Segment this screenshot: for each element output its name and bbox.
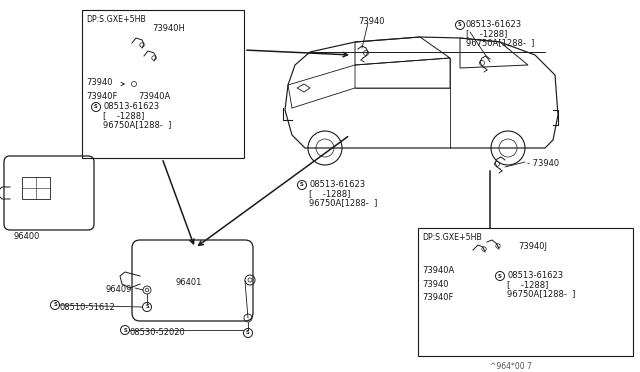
Bar bbox=[22, 177, 50, 199]
Text: 08510-51612: 08510-51612 bbox=[60, 303, 116, 312]
Text: 08513-61623: 08513-61623 bbox=[103, 102, 159, 111]
Text: 73940: 73940 bbox=[86, 78, 113, 87]
Text: S: S bbox=[145, 305, 149, 310]
Text: S: S bbox=[53, 302, 57, 308]
Text: 96750A[1288-  ]: 96750A[1288- ] bbox=[309, 198, 378, 207]
Text: 96401: 96401 bbox=[175, 278, 202, 287]
Text: 73940: 73940 bbox=[358, 17, 385, 26]
Text: S: S bbox=[94, 105, 98, 109]
Text: [    -1288]: [ -1288] bbox=[103, 111, 145, 120]
Text: [    -1288]: [ -1288] bbox=[309, 189, 350, 198]
Text: - 73940: - 73940 bbox=[527, 159, 559, 168]
Text: 73940: 73940 bbox=[422, 280, 449, 289]
Text: S: S bbox=[300, 183, 304, 187]
Text: [    -1288]: [ -1288] bbox=[466, 29, 508, 38]
Text: 73940J: 73940J bbox=[518, 242, 547, 251]
Text: S: S bbox=[123, 327, 127, 333]
Text: 96750A[1288-  ]: 96750A[1288- ] bbox=[466, 38, 534, 47]
Text: DP:S.GXE+5HB: DP:S.GXE+5HB bbox=[86, 15, 146, 24]
Text: 73940F: 73940F bbox=[422, 293, 453, 302]
Text: S: S bbox=[458, 22, 462, 28]
Text: S: S bbox=[498, 273, 502, 279]
Text: 96400: 96400 bbox=[14, 232, 40, 241]
Text: 96409: 96409 bbox=[105, 285, 131, 294]
Bar bbox=[418, 228, 633, 356]
Bar bbox=[82, 10, 244, 158]
Text: 08513-61623: 08513-61623 bbox=[466, 20, 522, 29]
Text: ^964*00 7: ^964*00 7 bbox=[490, 362, 532, 371]
Text: DP:S.GXE+5HB: DP:S.GXE+5HB bbox=[422, 233, 482, 242]
Text: 08513-61623: 08513-61623 bbox=[507, 271, 563, 280]
Text: 73940A: 73940A bbox=[138, 92, 170, 101]
Text: 73940F: 73940F bbox=[86, 92, 117, 101]
Text: [    -1288]: [ -1288] bbox=[507, 280, 548, 289]
Text: S: S bbox=[246, 330, 250, 336]
Text: 96750A[1288-  ]: 96750A[1288- ] bbox=[507, 289, 575, 298]
Text: 73940A: 73940A bbox=[422, 266, 454, 275]
Text: 96750A[1288-  ]: 96750A[1288- ] bbox=[103, 120, 172, 129]
Text: 08513-61623: 08513-61623 bbox=[309, 180, 365, 189]
Text: 08530-52020: 08530-52020 bbox=[130, 328, 186, 337]
Text: 73940H: 73940H bbox=[152, 24, 185, 33]
